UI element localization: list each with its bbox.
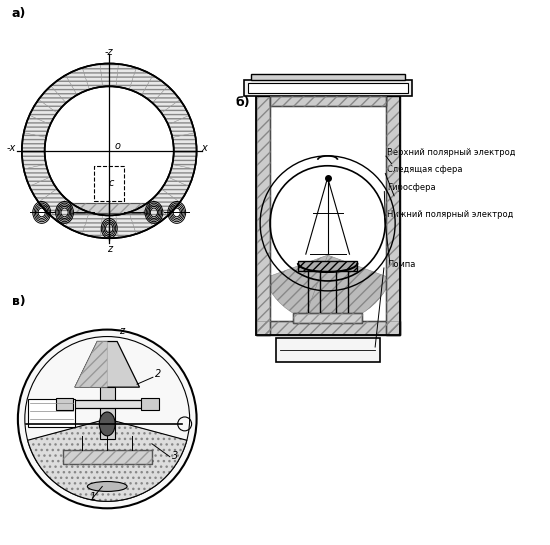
Bar — [244, 80, 411, 96]
Wedge shape — [65, 68, 89, 95]
Wedge shape — [172, 133, 196, 151]
Bar — [270, 96, 386, 106]
Wedge shape — [39, 86, 66, 113]
Wedge shape — [39, 189, 66, 216]
Bar — [256, 96, 400, 335]
Bar — [141, 398, 159, 410]
Wedge shape — [129, 207, 153, 234]
Text: 5-0: 5-0 — [30, 411, 38, 416]
Text: а): а) — [12, 7, 26, 20]
Wedge shape — [82, 212, 102, 238]
Text: 11-0: 11-0 — [53, 420, 64, 425]
Bar — [251, 75, 405, 80]
Bar — [69, 203, 149, 214]
Text: 4-0: 4-0 — [30, 403, 38, 409]
Bar — [298, 261, 358, 271]
Bar — [63, 450, 152, 464]
Bar — [58, 400, 157, 408]
Wedge shape — [168, 116, 195, 137]
Bar — [256, 320, 400, 335]
Text: Верхний полярный электрод: Верхний полярный электрод — [387, 148, 516, 158]
Text: c: c — [108, 178, 114, 188]
Text: Следящая сфера: Следящая сфера — [387, 165, 463, 174]
Text: x: x — [201, 143, 207, 153]
Wedge shape — [22, 151, 46, 169]
Text: 6-0: 6-0 — [30, 420, 38, 425]
Text: 1: 1 — [89, 492, 96, 502]
Text: 13-0: 13-0 — [53, 411, 64, 416]
Bar — [63, 450, 152, 464]
Text: б): б) — [235, 96, 250, 109]
Bar — [276, 337, 380, 362]
Wedge shape — [129, 68, 153, 95]
Wedge shape — [22, 133, 46, 151]
Text: в): в) — [12, 295, 25, 308]
Text: z: z — [107, 244, 112, 254]
Polygon shape — [75, 342, 140, 387]
Bar — [56, 398, 74, 410]
Text: -x: -x — [7, 143, 16, 153]
Polygon shape — [75, 342, 107, 387]
Wedge shape — [29, 177, 57, 202]
Bar — [386, 96, 400, 335]
Wedge shape — [116, 212, 136, 238]
Wedge shape — [116, 64, 136, 89]
Text: 2: 2 — [155, 370, 161, 379]
Wedge shape — [29, 100, 57, 125]
Wedge shape — [172, 151, 196, 169]
Bar — [69, 203, 149, 214]
Circle shape — [18, 330, 196, 508]
Wedge shape — [100, 64, 118, 87]
Ellipse shape — [87, 481, 127, 492]
Bar — [293, 313, 362, 323]
Wedge shape — [305, 255, 391, 323]
Wedge shape — [65, 207, 89, 234]
Wedge shape — [152, 189, 180, 216]
Text: Нижний полярный электрод: Нижний полярный электрод — [387, 210, 514, 219]
Text: Гиросфера: Гиросфера — [387, 183, 436, 192]
Bar — [248, 83, 408, 93]
Wedge shape — [51, 199, 77, 227]
Wedge shape — [162, 177, 189, 202]
Bar — [256, 320, 400, 335]
Bar — [293, 313, 362, 323]
Bar — [386, 96, 400, 335]
Text: o: o — [114, 141, 120, 151]
Text: z: z — [119, 325, 124, 336]
Wedge shape — [152, 86, 180, 113]
Bar — [256, 96, 270, 335]
Bar — [100, 387, 115, 439]
Text: 3: 3 — [172, 451, 178, 461]
Wedge shape — [24, 164, 50, 186]
Text: -z: -z — [105, 46, 113, 57]
Bar — [256, 96, 270, 335]
Wedge shape — [28, 419, 187, 501]
Wedge shape — [141, 199, 168, 227]
Wedge shape — [141, 75, 168, 103]
Wedge shape — [162, 100, 189, 125]
Ellipse shape — [100, 412, 115, 436]
Wedge shape — [24, 116, 50, 137]
Wedge shape — [168, 164, 195, 186]
Wedge shape — [51, 75, 77, 103]
Bar — [28, 399, 75, 427]
Wedge shape — [264, 255, 351, 323]
Wedge shape — [82, 64, 102, 89]
Text: Помпа: Помпа — [387, 259, 416, 269]
Text: 14-0: 14-0 — [53, 403, 64, 409]
Bar — [270, 96, 386, 106]
Wedge shape — [100, 215, 118, 238]
Bar — [94, 166, 124, 201]
